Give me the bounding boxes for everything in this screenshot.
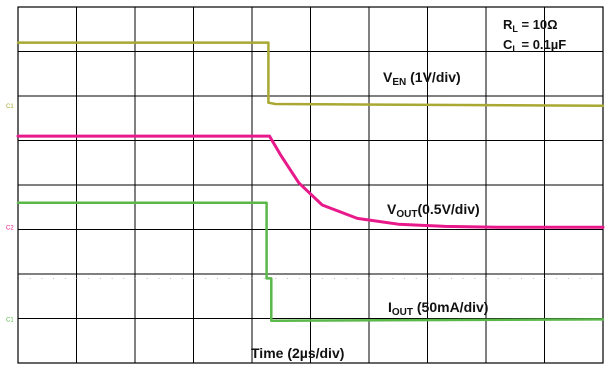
grid-minor-dot: [99, 277, 101, 279]
grid-minor-dot: [462, 277, 464, 279]
grid-minor-dot: [509, 277, 511, 279]
grid-minor-dot: [556, 277, 558, 279]
grid-minor-dot: [76, 277, 78, 279]
grid-minor-dot: [263, 277, 265, 279]
grid-minor-dot: [322, 277, 324, 279]
label-iout: IOUT (50mA/div): [388, 299, 488, 318]
grid-minor-dot: [369, 277, 370, 279]
grid-minor-dot: [181, 277, 183, 279]
grid-minor-dot: [427, 277, 429, 279]
channel-marker-iout: C1: [6, 317, 14, 323]
grid-minor-dot: [497, 277, 499, 279]
channel-marker-ven: C1: [6, 104, 14, 110]
label-vout: VOUT(0.5V/div): [387, 201, 480, 220]
grid-minor-dot: [415, 277, 417, 279]
grid-minor-dot: [123, 277, 125, 279]
grid-minor-dot: [392, 277, 394, 279]
trace-iout: [16, 201, 605, 322]
grid-minor-dot: [146, 277, 148, 279]
channel-marker-vout: C2: [6, 225, 14, 231]
grid-minor-dot: [333, 277, 335, 279]
grid-minor-dot: [486, 277, 487, 279]
grid-minor-dot: [53, 277, 55, 279]
grid-minor-dot: [252, 277, 253, 279]
grid-minor-dot: [41, 277, 43, 279]
grid-minor-dot: [170, 277, 172, 279]
grid-minor-dot: [579, 277, 581, 279]
label-cl: CL = 0.1µF: [503, 37, 566, 54]
grid-minor-dot: [158, 277, 160, 279]
grid-minor-dot: [240, 277, 242, 279]
grid-minor-dot: [474, 277, 476, 279]
traces: [16, 41, 605, 322]
grid-minor-dot: [111, 277, 113, 279]
grid-minor-dot: [29, 277, 31, 279]
grid-minor-dot: [439, 277, 441, 279]
grid: [18, 7, 604, 363]
grid-minor-dot: [591, 277, 593, 279]
grid-minor-dot: [298, 277, 300, 279]
grid-minor-dot: [521, 277, 523, 279]
grid-minor-dot: [216, 277, 218, 279]
grid-minor-dot: [287, 277, 289, 279]
grid-minor-dot: [310, 277, 312, 279]
grid-minor-dot: [275, 277, 277, 279]
label-rl: RL = 10Ω: [503, 17, 558, 34]
grid-minor-dot: [228, 277, 230, 279]
plot-border: [17, 6, 604, 364]
trace-vout: [16, 134, 605, 229]
channel-markers: C1 C2 C1: [6, 104, 14, 324]
grid-minor-dot: [380, 277, 382, 279]
grid-minor-dot: [357, 277, 359, 279]
grid-minor-dot: [544, 277, 546, 279]
label-ven: VEN (1V/div): [383, 69, 461, 88]
x-axis-label: Time (2µs/div): [251, 345, 344, 361]
grid-minor-dot: [205, 277, 207, 279]
grid-minor-dot: [193, 277, 195, 279]
grid-minor-dot: [567, 277, 569, 279]
grid-minor-dot: [135, 277, 136, 279]
grid-minor-dot: [450, 277, 452, 279]
grid-minor-dot: [64, 277, 66, 279]
grid-minor-dot: [345, 277, 347, 279]
trace-ven: [16, 41, 605, 108]
grid-minor-dot: [404, 277, 406, 279]
grid-minor-dot: [532, 277, 534, 279]
grid-minor-dot: [88, 277, 90, 279]
